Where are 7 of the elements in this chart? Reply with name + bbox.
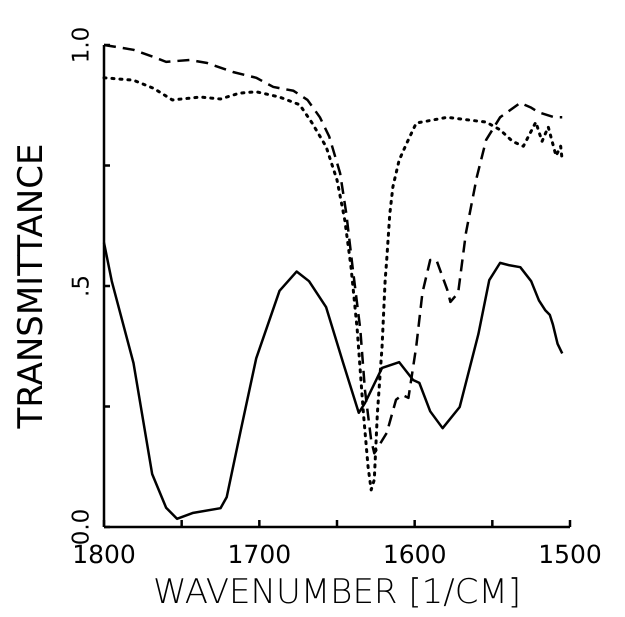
x-axis-title: WAVENUMBER [1/CM] [152,572,522,612]
x-tick-label: 1700 [228,540,292,569]
y-tick-label: 1.0 [68,26,94,64]
x-tick-label: 1600 [382,540,446,569]
y-tick-label: .5 [68,275,94,297]
x-tick-label: 1500 [538,540,602,569]
y-axis-title: TRANSMITTANCE [11,144,51,430]
